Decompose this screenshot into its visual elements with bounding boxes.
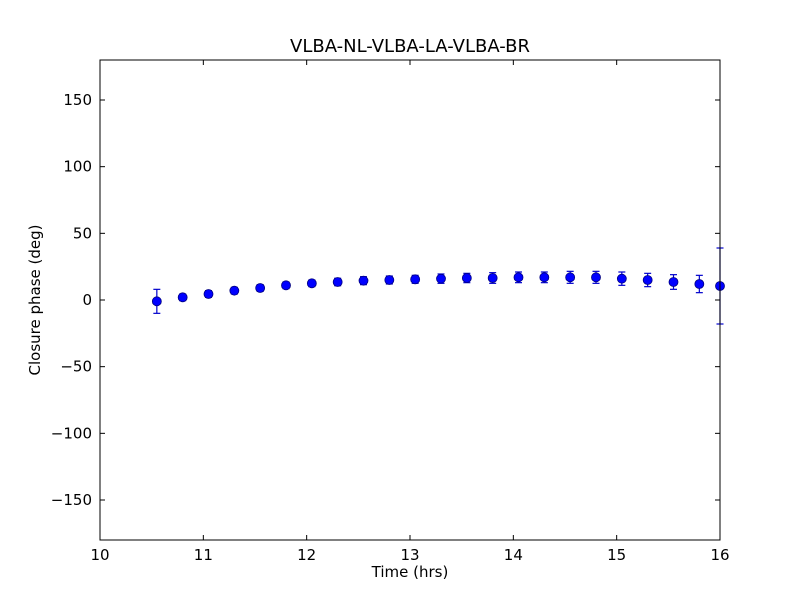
- chart-title: VLBA-NL-VLBA-LA-VLBA-BR: [290, 36, 530, 57]
- data-point: [203, 289, 214, 299]
- data-point: [229, 285, 240, 296]
- plot-frame: [99, 59, 721, 541]
- x-tick-label: 16: [710, 546, 729, 564]
- x-axis-label: Time (hrs): [371, 563, 449, 581]
- data-point: [487, 273, 498, 283]
- x-tick-label: 11: [194, 546, 213, 564]
- data-point: [332, 277, 343, 287]
- data-point: [616, 273, 627, 284]
- data-point: [642, 275, 653, 285]
- data-point: [255, 283, 266, 293]
- data-point: [565, 272, 576, 283]
- y-tick-label: 50: [73, 224, 92, 242]
- y-tick-label: 100: [63, 158, 92, 176]
- data-point: [668, 277, 679, 287]
- x-tick-label: 14: [504, 546, 523, 564]
- data-point: [513, 272, 524, 283]
- y-tick-label: −150: [51, 491, 92, 509]
- data-point: [177, 292, 188, 303]
- y-tick-label: −50: [60, 358, 92, 376]
- y-axis-label: Closure phase (deg): [26, 225, 44, 376]
- y-tick-label: −100: [51, 424, 92, 442]
- data-point: [384, 275, 395, 285]
- y-tick-label: 0: [82, 291, 92, 309]
- data-point: [591, 272, 601, 283]
- chart-marks: [151, 247, 725, 325]
- x-tick-label: 10: [90, 546, 109, 564]
- data-point: [281, 280, 291, 291]
- y-tick-label: 150: [63, 91, 92, 109]
- x-tick-label: 13: [400, 546, 419, 564]
- axis-ticks: 10 11 12 13 14 15 16 −150 −100 −50 0 50 100 150: [51, 60, 730, 564]
- data-point: [151, 296, 162, 307]
- data-point: [436, 273, 446, 284]
- x-tick-label: 12: [297, 546, 316, 564]
- data-point: [539, 272, 550, 283]
- x-tick-label: 15: [607, 546, 626, 564]
- data-point: [410, 274, 421, 285]
- data-point: [461, 273, 472, 283]
- data-point: [306, 278, 317, 289]
- data-point: [358, 275, 369, 286]
- data-point: [694, 279, 705, 289]
